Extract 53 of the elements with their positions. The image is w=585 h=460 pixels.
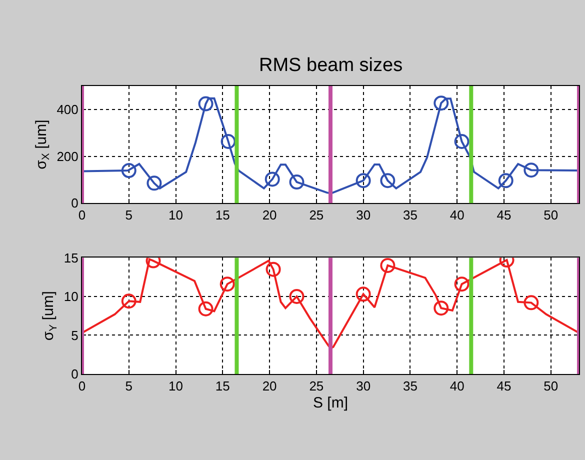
x-tick-label: 10 <box>168 378 184 394</box>
x-tick-label: 40 <box>450 378 464 394</box>
y-tick-label: 15 <box>64 250 78 266</box>
x-tick-label: 15 <box>215 208 230 223</box>
point <box>121 294 136 309</box>
chart-title: RMS beam sizes <box>259 55 403 76</box>
point <box>524 162 539 178</box>
y-tick-label: 0 <box>71 196 78 211</box>
point <box>266 262 281 277</box>
point <box>454 276 470 292</box>
point <box>356 286 371 302</box>
x-tick-label: 45 <box>496 378 512 394</box>
x-tick-label: 35 <box>402 208 418 223</box>
x-tick-label: 30 <box>356 378 371 394</box>
point <box>289 288 304 304</box>
point <box>146 176 162 191</box>
x-tick-label: 30 <box>356 208 371 223</box>
x-tick-label: 10 <box>168 208 184 223</box>
point <box>434 300 449 316</box>
point <box>220 276 235 292</box>
point <box>380 258 396 273</box>
x-tick-label: 20 <box>262 378 277 394</box>
x-tick-label: 5 <box>125 208 133 223</box>
x-tick-label: 50 <box>544 208 558 223</box>
point <box>498 173 514 188</box>
y-tick-label: 0 <box>71 366 78 382</box>
x-tick-label: 5 <box>125 378 133 394</box>
point <box>454 134 470 149</box>
x-tick-label: 35 <box>402 378 418 394</box>
point <box>198 301 214 316</box>
point <box>380 173 396 188</box>
x-axis-title: S [m] <box>312 394 348 412</box>
y-tick-label: 200 <box>56 148 78 164</box>
y-tick-label: 5 <box>71 328 78 343</box>
x-tick-label: 45 <box>496 208 512 223</box>
y-tick-label: 10 <box>64 289 78 304</box>
point <box>264 172 280 187</box>
x-tick-label: 50 <box>544 378 558 394</box>
point <box>198 96 214 112</box>
x-tick-label: 15 <box>215 378 230 394</box>
point <box>356 173 371 188</box>
y-tick-label: 400 <box>56 102 78 117</box>
point <box>121 163 136 178</box>
x-tick-label: 40 <box>450 208 464 223</box>
x-tick-label: 20 <box>262 208 277 223</box>
point <box>524 295 539 310</box>
point <box>289 174 304 190</box>
line-series <box>82 258 579 350</box>
line-series <box>82 97 579 194</box>
point <box>220 134 236 149</box>
x-tick-label: 25 <box>309 378 324 394</box>
point <box>434 96 449 111</box>
x-tick-label: 25 <box>309 208 324 223</box>
